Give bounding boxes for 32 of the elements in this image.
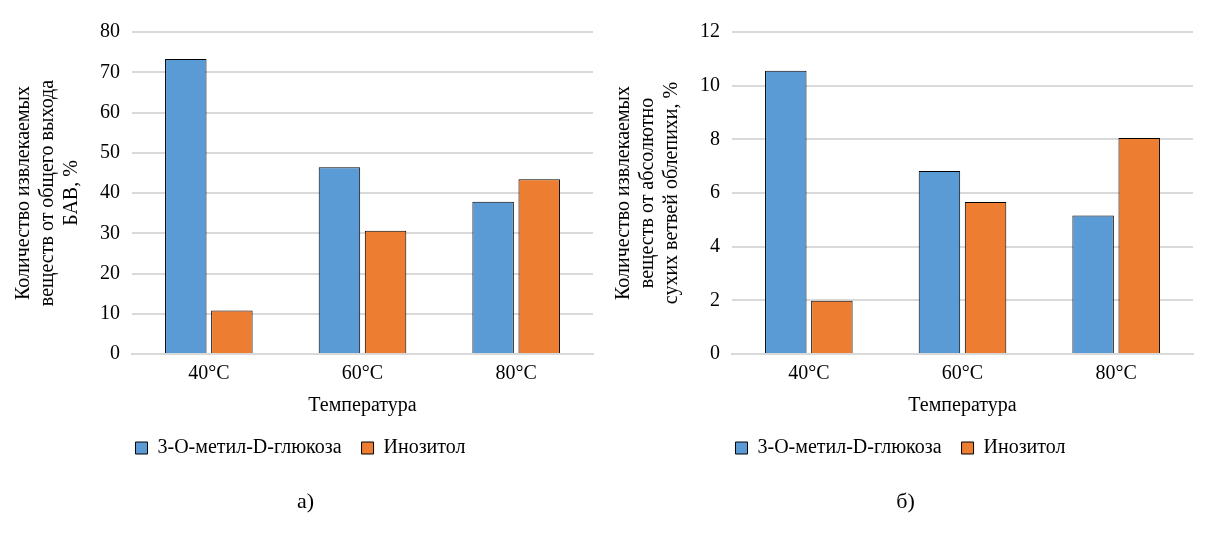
- text: а): [296, 488, 315, 514]
- y-tick-label: 10: [100, 301, 120, 323]
- y-tick-label: 70: [100, 59, 120, 82]
- y-tick-label: 8: [710, 126, 720, 149]
- x-axis-title: Температура: [308, 393, 417, 417]
- x-axis-title: Температура: [908, 393, 1017, 417]
- x-tick-label: 80°C: [495, 361, 537, 384]
- text: б): [896, 488, 915, 514]
- y-tick-label: 50: [100, 140, 120, 162]
- y-tick-label: 2: [710, 287, 720, 310]
- legend-label: 3-O-метил-D-глюкоза: [757, 435, 942, 458]
- y-tick-label: 6: [710, 180, 720, 203]
- y-tick-label: 4: [710, 233, 720, 256]
- legend-label: 3-O-метил-D-глюкоза: [157, 435, 342, 458]
- y-tick-label: 30: [100, 220, 120, 243]
- y-axis-title: Количество извлекаемых веществ от абсолютно сухих ветвей облепихи, %: [611, 81, 683, 305]
- y-tick-label: 12: [700, 19, 720, 42]
- x-tick-label: 60°C: [341, 361, 384, 384]
- y-tick-label: 0: [710, 341, 720, 364]
- y-tick-label: 80: [100, 19, 120, 42]
- x-tick-label: 60°C: [941, 361, 984, 384]
- y-tick-label: 20: [100, 260, 120, 283]
- legend-label: Инозитол: [983, 435, 1066, 458]
- y-tick-label: 60: [100, 99, 120, 122]
- y-tick-label: 40: [100, 180, 120, 203]
- x-tick-label: 80°C: [1095, 361, 1137, 384]
- x-tick-label: 40°C: [788, 361, 830, 384]
- legend-label: Инозитол: [383, 435, 466, 458]
- y-tick-label: 10: [700, 72, 720, 95]
- y-axis-title: Количество извлекаемых веществ от общего выхода БАВ, %: [11, 79, 82, 307]
- x-tick-label: 40°C: [188, 361, 230, 384]
- y-tick-label: 0: [110, 341, 120, 364]
